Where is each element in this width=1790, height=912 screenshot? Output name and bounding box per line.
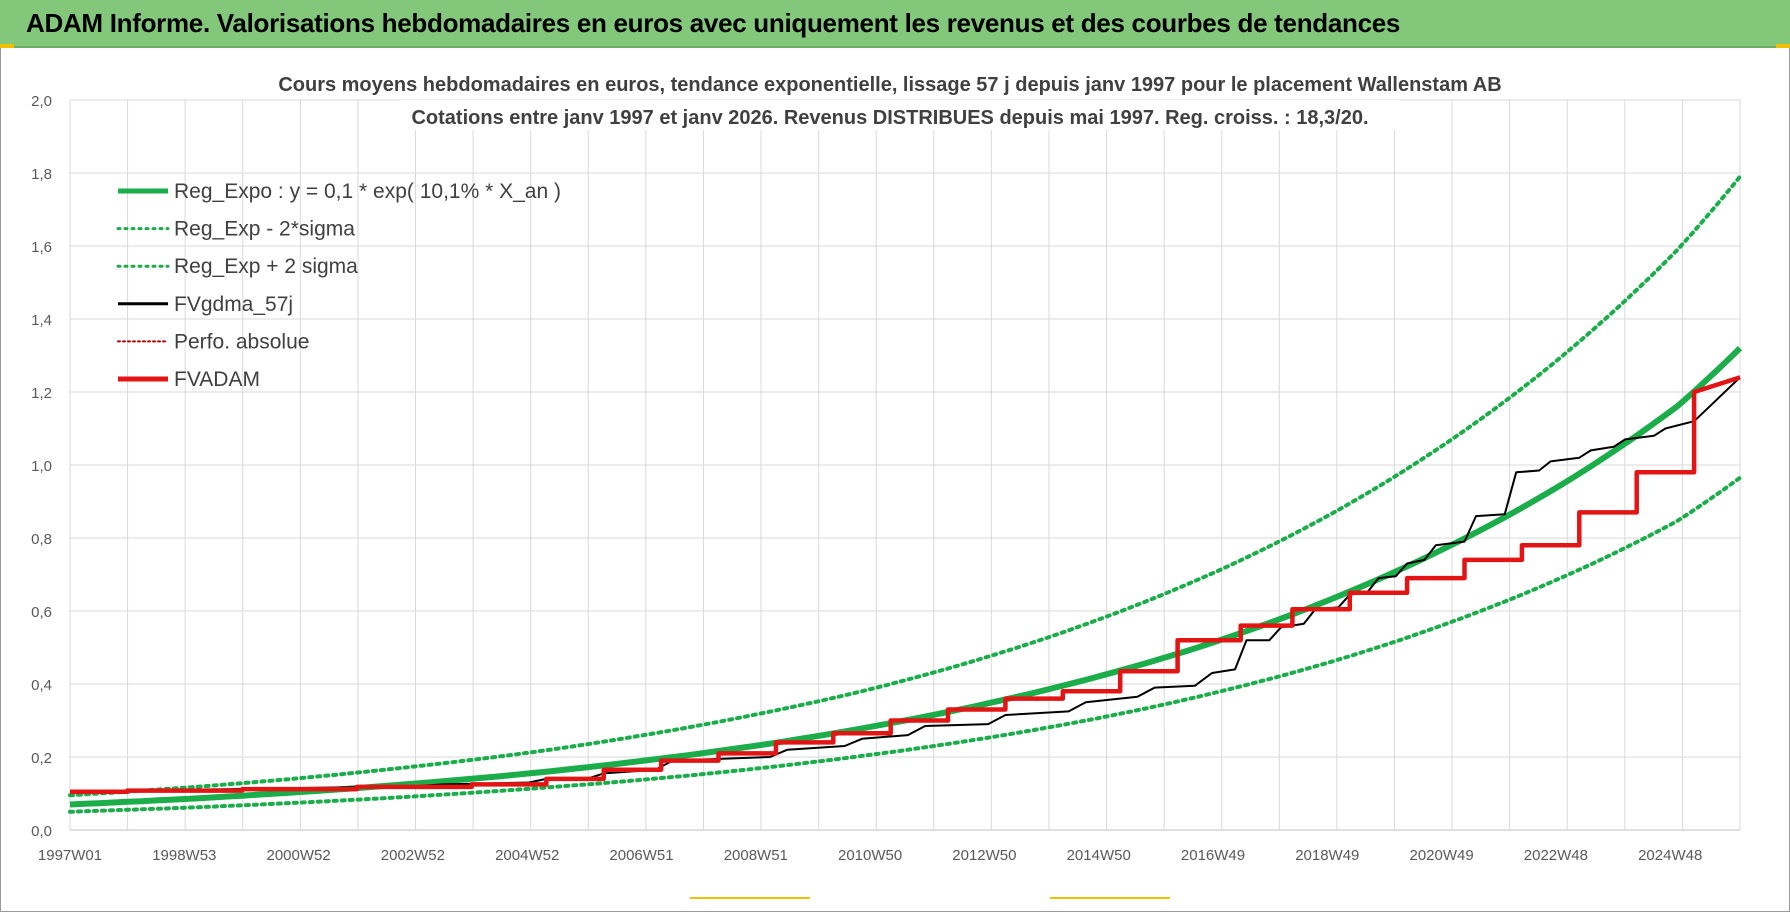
chart-series <box>68 174 1743 814</box>
subtitle-background <box>400 100 1400 130</box>
y-axis-labels: 0,0 0,2 0,4 0,6 0,8 1,0 1,2 1,4 1,6 1,8 2,0 <box>31 93 52 840</box>
y-tick-label: 2,0 <box>31 93 52 110</box>
x-tick-label: 2012W50 <box>952 847 1016 864</box>
y-tick-label: 1,2 <box>31 385 52 402</box>
chart-subtitle: Cotations entre janv 1997 et janv 2026. … <box>411 107 1368 129</box>
y-tick-label: 1,4 <box>31 312 52 329</box>
x-tick-label: 2000W52 <box>266 847 330 864</box>
fvgdma-57j-line <box>69 376 1741 793</box>
y-tick-label: 1,0 <box>31 458 52 475</box>
corner-mark-top-left <box>0 44 14 48</box>
x-tick-label: 2020W49 <box>1409 847 1473 864</box>
legend-label: FVADAM <box>174 368 260 391</box>
legend-label: FVgdma_57j <box>174 293 293 316</box>
reg-exp-plus-2sigma-line <box>68 174 1742 798</box>
corner-mark-bottom-right <box>1050 897 1170 899</box>
chart-title: Cours moyens hebdomadaires en euros, ten… <box>278 74 1501 96</box>
x-tick-label: 2014W50 <box>1067 847 1131 864</box>
y-tick-label: 0,4 <box>31 677 52 694</box>
x-tick-label: 2024W48 <box>1638 847 1702 864</box>
report-title: ADAM Informe. Valorisations hebdomadaire… <box>26 8 1401 38</box>
chart-titles: Cours moyens hebdomadaires en euros, ten… <box>270 68 1510 130</box>
legend-label: Reg_Exp + 2 sigma <box>174 255 358 278</box>
legend-label: Reg_Expo : y = 0,1 * exp( 10,1% * X_an ) <box>174 180 561 203</box>
y-tick-label: 0,0 <box>31 823 52 840</box>
x-tick-label: 1997W01 <box>38 847 102 864</box>
legend-label: Perfo. absolue <box>174 330 309 353</box>
x-tick-label: 2022W48 <box>1524 847 1588 864</box>
x-tick-label: 2018W49 <box>1295 847 1359 864</box>
corner-mark-bottom-left <box>690 897 810 899</box>
corner-mark-top-right <box>1776 44 1790 48</box>
x-tick-label: 2016W49 <box>1181 847 1245 864</box>
x-tick-label: 2010W50 <box>838 847 902 864</box>
reg-exp-minus-2sigma-line <box>68 475 1742 814</box>
report-banner: ADAM Informe. Valorisations hebdomadaire… <box>0 0 1790 48</box>
y-tick-label: 0,6 <box>31 604 52 621</box>
y-tick-label: 1,8 <box>31 166 52 183</box>
legend-label: Reg_Exp - 2*sigma <box>174 218 355 241</box>
chart-grid <box>69 99 1741 831</box>
fvadam-line <box>70 375 1741 794</box>
chart-legend: Reg_Expo : y = 0,1 * exp( 10,1% * X_an )… <box>116 180 561 391</box>
x-tick-label: 2006W51 <box>609 847 673 864</box>
x-axis-labels: 1997W01 1998W53 2000W52 2002W52 2004W52 2006W… <box>38 847 1702 864</box>
x-tick-label: 2008W51 <box>724 847 788 864</box>
y-tick-label: 0,8 <box>31 531 52 548</box>
x-tick-label: 2002W52 <box>381 847 445 864</box>
x-tick-label: 2004W52 <box>495 847 559 864</box>
y-tick-label: 0,2 <box>31 750 52 767</box>
x-tick-label: 1998W53 <box>152 847 216 864</box>
line-chart: 0,0 0,2 0,4 0,6 0,8 1,0 1,2 1,4 1,6 1,8 2,0 1997W0… <box>31 68 1743 864</box>
title-background <box>270 68 1510 98</box>
y-tick-label: 1,6 <box>31 239 52 256</box>
